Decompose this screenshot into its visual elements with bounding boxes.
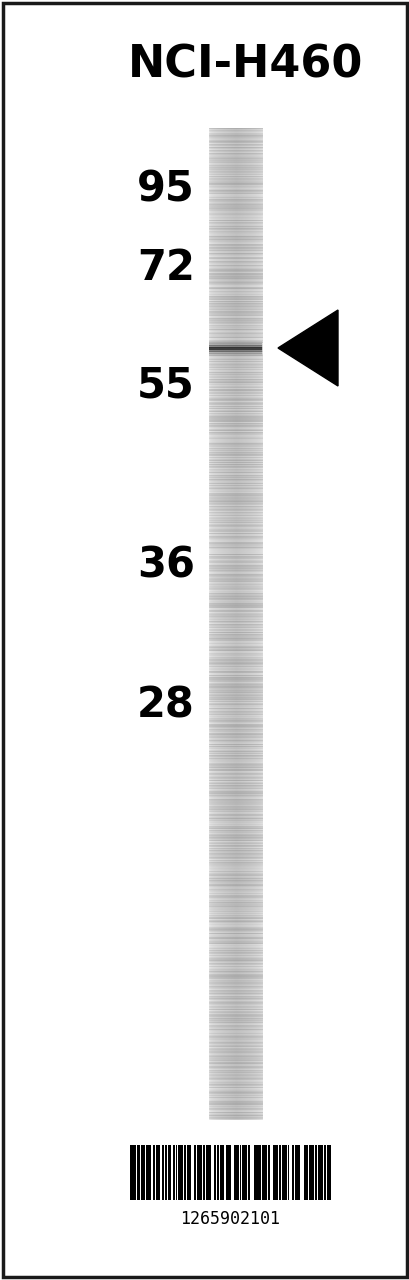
Bar — [141, 1146, 142, 1201]
Bar — [130, 1146, 133, 1201]
Text: 55: 55 — [137, 364, 195, 406]
Bar — [209, 343, 262, 346]
Bar — [326, 1146, 330, 1201]
Bar — [175, 1146, 177, 1201]
Bar — [222, 1146, 224, 1201]
Bar — [153, 1146, 155, 1201]
Bar — [148, 1146, 151, 1201]
Bar — [303, 1146, 305, 1201]
Bar — [155, 1146, 159, 1201]
Bar — [284, 1146, 286, 1201]
Bar — [323, 1146, 325, 1201]
Bar — [193, 1146, 196, 1201]
Bar — [187, 1146, 190, 1201]
Bar — [242, 1146, 245, 1201]
Bar — [200, 1146, 201, 1201]
Bar — [134, 1146, 136, 1201]
Bar — [209, 349, 262, 352]
Bar — [158, 1146, 160, 1201]
Bar — [256, 1146, 259, 1201]
Bar — [317, 1146, 321, 1201]
Polygon shape — [277, 310, 337, 387]
Bar — [209, 351, 262, 355]
Bar — [196, 1146, 200, 1201]
Bar — [287, 1146, 289, 1201]
Bar — [314, 1146, 316, 1201]
Text: 28: 28 — [137, 684, 195, 726]
Bar — [178, 1146, 182, 1201]
Bar — [291, 1146, 293, 1201]
Bar — [320, 1146, 322, 1201]
Bar — [294, 1146, 298, 1201]
Bar — [281, 1146, 285, 1201]
Bar — [137, 1146, 140, 1201]
Text: NCI-H460: NCI-H460 — [128, 44, 363, 87]
Bar — [164, 1146, 166, 1201]
Text: 95: 95 — [137, 169, 195, 211]
Bar — [219, 1146, 222, 1201]
Bar — [278, 1146, 280, 1201]
Bar — [229, 1146, 230, 1201]
Bar — [234, 1146, 237, 1201]
Text: 1265902101: 1265902101 — [180, 1210, 279, 1228]
Bar — [259, 1146, 261, 1201]
Bar — [306, 1146, 308, 1201]
Bar — [184, 1146, 185, 1201]
Bar — [209, 346, 262, 348]
Bar — [209, 340, 262, 344]
Bar — [162, 1146, 164, 1201]
Bar — [254, 1146, 255, 1201]
Bar — [225, 1146, 229, 1201]
Bar — [265, 1146, 267, 1201]
Bar — [209, 1146, 210, 1201]
Bar — [248, 1146, 249, 1201]
Bar — [239, 1146, 241, 1201]
Bar — [202, 1146, 204, 1201]
Bar — [276, 1146, 278, 1201]
Bar — [245, 1146, 247, 1201]
Bar — [311, 1146, 313, 1201]
Bar — [209, 347, 262, 349]
Bar — [173, 1146, 174, 1201]
Bar — [236, 1146, 238, 1201]
Bar — [146, 1146, 149, 1201]
Bar — [216, 1146, 218, 1201]
Bar — [262, 1146, 265, 1201]
Bar — [308, 1146, 312, 1201]
Bar — [213, 1146, 215, 1201]
Bar — [205, 1146, 209, 1201]
Bar — [209, 353, 262, 356]
Bar — [297, 1146, 299, 1201]
Bar — [268, 1146, 270, 1201]
Bar — [209, 128, 262, 1120]
Bar — [272, 1146, 276, 1201]
Text: 36: 36 — [137, 544, 195, 586]
Bar — [143, 1146, 145, 1201]
Bar — [167, 1146, 171, 1201]
Text: 72: 72 — [137, 247, 195, 289]
Bar — [180, 1146, 182, 1201]
